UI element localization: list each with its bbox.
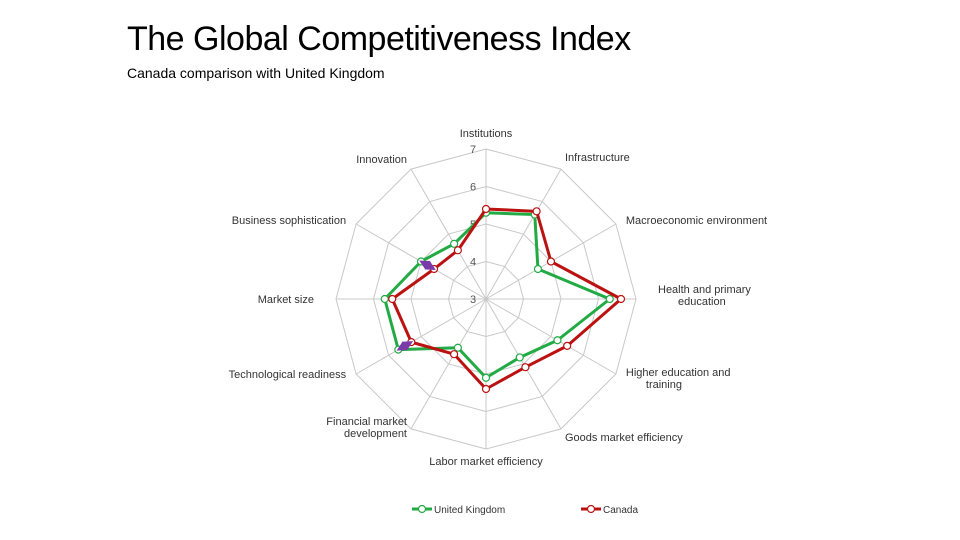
- axis-label: Innovation: [356, 154, 407, 166]
- chart-subtitle: Canada comparison with United Kingdom: [127, 65, 385, 81]
- spoke: [485, 168, 562, 300]
- difference-arrow: [396, 341, 414, 351]
- data-point: [481, 384, 491, 394]
- data-point: [533, 264, 543, 274]
- data-point: [563, 341, 572, 350]
- axis-label: Health and primary education: [658, 284, 751, 308]
- legend-item: Canada: [581, 504, 638, 516]
- tick-label: 3: [470, 294, 476, 306]
- tick-label: 7: [470, 144, 476, 156]
- data-point: [546, 257, 556, 266]
- axis-label: Goods market efficiency: [565, 432, 683, 444]
- data-point: [616, 294, 626, 304]
- axis-label: Market size: [258, 294, 314, 306]
- series-line: [383, 211, 612, 380]
- spoke: [485, 298, 617, 375]
- spoke: [355, 298, 487, 375]
- data-point: [553, 336, 562, 345]
- data-point: [380, 294, 389, 304]
- axis-label: Infrastructure: [565, 152, 630, 164]
- spoke: [410, 298, 487, 430]
- data-point: [453, 343, 462, 352]
- tick-label: 6: [470, 182, 476, 194]
- data-point: [515, 353, 524, 362]
- legend-item: United Kingdom: [412, 504, 505, 516]
- data-point: [481, 204, 491, 214]
- data-point: [532, 207, 541, 216]
- series-united-kingdom: [380, 208, 614, 382]
- difference-arrow: [419, 260, 436, 270]
- radar-axis-labels: Institutions Infrastructure Macroeconomic …: [229, 128, 767, 468]
- data-point: [388, 294, 397, 304]
- data-point: [453, 246, 462, 255]
- legend-marker: [586, 504, 596, 514]
- tick-label: 4: [470, 257, 476, 269]
- axis-label: Institutions: [460, 128, 513, 140]
- spoke: [410, 168, 487, 300]
- data-point: [450, 239, 459, 248]
- legend: United Kingdom Canada: [412, 504, 638, 516]
- axis-label: Business sophistication: [232, 215, 346, 227]
- axis-label: Macroeconomic environment: [626, 215, 767, 227]
- axis-label: Technological readiness: [229, 369, 347, 381]
- legend-label: Canada: [603, 505, 638, 516]
- chart-title: The Global Competitiveness Index: [127, 20, 631, 58]
- axis-label: Higher education and training: [626, 367, 731, 391]
- axis-label: Financial market development: [326, 416, 407, 440]
- data-point: [521, 363, 530, 372]
- axis-label: Labor market efficiency: [429, 456, 543, 468]
- data-point: [481, 373, 491, 382]
- data-point: [605, 294, 614, 304]
- legend-label: United Kingdom: [434, 505, 505, 516]
- radar-annotations: [396, 260, 436, 351]
- legend-marker: [417, 504, 427, 514]
- data-point: [450, 350, 459, 359]
